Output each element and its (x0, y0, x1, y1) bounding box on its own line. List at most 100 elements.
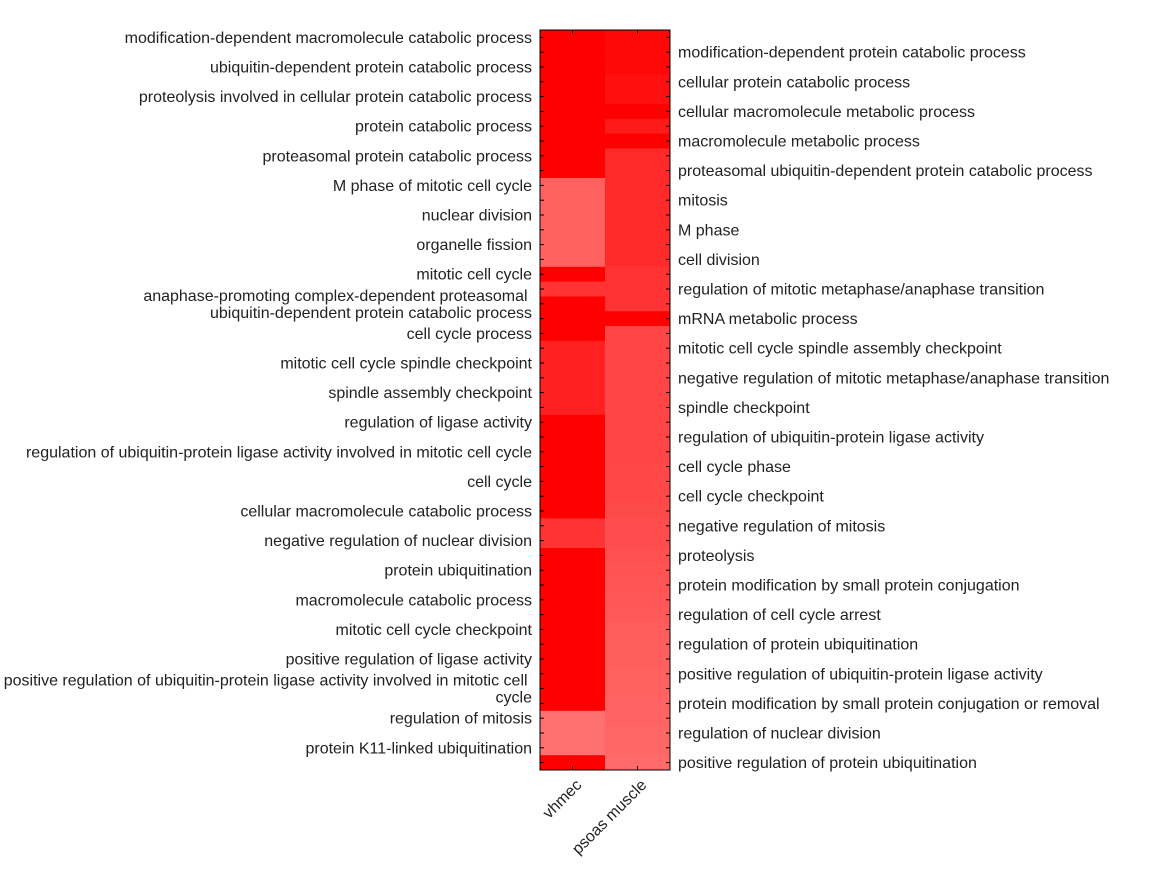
heatmap-cell (540, 133, 606, 149)
row-label: M phase (678, 222, 739, 239)
heatmap-cell (605, 118, 671, 135)
heatmap-cell (605, 311, 671, 327)
heatmap-cell (540, 266, 606, 283)
heatmap-cell (540, 429, 606, 445)
row-label: protein ubiquitination (384, 563, 532, 580)
heatmap-cell (605, 429, 671, 445)
heatmap-cells (540, 30, 671, 771)
row-label: mitotic cell cycle spindle assembly chec… (678, 341, 1002, 358)
row-label: anaphase-promoting complex-dependent pro… (143, 288, 532, 322)
heatmap-cell (605, 89, 671, 105)
row-label: regulation of ubiquitin-protein ligase a… (678, 430, 984, 447)
row-label: spindle assembly checkpoint (328, 385, 532, 402)
heatmap-cell (605, 696, 671, 712)
heatmap-cell (605, 710, 671, 727)
heatmap-cell (540, 755, 606, 771)
heatmap-cell (540, 296, 606, 312)
heatmap-cell (605, 355, 671, 371)
row-label: regulation of protein ubiquitination (678, 637, 918, 654)
heatmap-cell (605, 178, 671, 194)
heatmap-cell (605, 237, 671, 253)
heatmap-cell (605, 192, 671, 209)
row-label: cellular macromolecule metabolic process (678, 104, 975, 121)
heatmap-cell (605, 104, 671, 120)
row-label: modification-dependent protein catabolic… (678, 45, 1026, 62)
heatmap-cell (540, 104, 606, 120)
heatmap-cell (605, 666, 671, 682)
heatmap-cell (605, 607, 671, 623)
heatmap-cell (540, 562, 606, 579)
heatmap-cell (605, 577, 671, 593)
row-label: macromolecule catabolic process (295, 592, 532, 609)
row-label: negative regulation of nuclear division (264, 533, 532, 550)
heatmap-cell (540, 252, 606, 268)
heatmap-cell (605, 370, 671, 386)
heatmap-cell (605, 533, 671, 549)
row-label: modification-dependent macromolecule cat… (125, 30, 532, 47)
heatmap-cell (605, 30, 671, 46)
heatmap-cell (605, 148, 671, 164)
row-label: cell cycle process (407, 326, 532, 343)
heatmap-cell (605, 592, 671, 608)
row-label: mitosis (678, 193, 728, 210)
row-label: protein modification by small protein co… (678, 696, 1100, 713)
row-label: cellular protein catabolic process (678, 74, 910, 91)
heatmap-cell (540, 44, 606, 61)
heatmap-cell (540, 592, 606, 608)
row-label: macromolecule metabolic process (678, 134, 920, 151)
heatmap-cell (605, 400, 671, 416)
row-label: mRNA metabolic process (678, 311, 858, 328)
row-label: cell cycle checkpoint (678, 489, 824, 506)
heatmap-cell (540, 207, 606, 223)
heatmap-cell (540, 681, 606, 697)
heatmap-cell (540, 696, 606, 712)
heatmap-cell (605, 252, 671, 268)
heatmap-cell (540, 89, 606, 105)
heatmap-cell (540, 710, 606, 727)
heatmap-cell (605, 518, 671, 534)
heatmap-cell (605, 326, 671, 342)
row-label: protein modification by small protein co… (678, 578, 1020, 595)
heatmap-cell (540, 607, 606, 623)
heatmap-cell (540, 178, 606, 194)
heatmap-cell (605, 474, 671, 490)
heatmap-cell (540, 400, 606, 416)
heatmap-cell (540, 459, 606, 475)
heatmap-cell (540, 414, 606, 431)
heatmap-cell (605, 222, 671, 238)
heatmap-cell (540, 340, 606, 357)
row-label: regulation of ubiquitin-protein ligase a… (26, 444, 532, 461)
row-label: positive regulation of protein ubiquitin… (678, 755, 977, 772)
heatmap-cell (540, 192, 606, 209)
heatmap-cell (540, 503, 606, 519)
heatmap-cell (540, 163, 606, 179)
heatmap-cell (540, 355, 606, 371)
heatmap-cell (605, 622, 671, 638)
heatmap-cell (605, 562, 671, 579)
row-label: regulation of nuclear division (678, 726, 881, 743)
heatmap-cell (605, 755, 671, 771)
heatmap-cell (605, 503, 671, 519)
row-label: spindle checkpoint (678, 400, 810, 417)
heatmap-cell (540, 533, 606, 549)
heatmap-cell (540, 444, 606, 460)
row-label: cell division (678, 252, 760, 269)
row-label: M phase of mitotic cell cycle (333, 178, 532, 195)
heatmap-cell (605, 340, 671, 357)
heatmap-cell (540, 636, 606, 653)
heatmap-cell (605, 651, 671, 667)
heatmap-cell (605, 133, 671, 149)
row-label: regulation of cell cycle arrest (678, 607, 881, 624)
heatmap-cell (605, 414, 671, 431)
row-label: positive regulation of ubiquitin-protein… (678, 666, 1043, 683)
heatmap-cell (540, 651, 606, 667)
heatmap-cell (605, 681, 671, 697)
heatmap-cell (605, 59, 671, 75)
axis-ticks (540, 30, 670, 770)
heatmap-cell (605, 444, 671, 460)
row-label: negative regulation of mitotic metaphase… (678, 370, 1109, 387)
row-label: proteolysis (678, 548, 754, 565)
heatmap-cell (540, 548, 606, 564)
